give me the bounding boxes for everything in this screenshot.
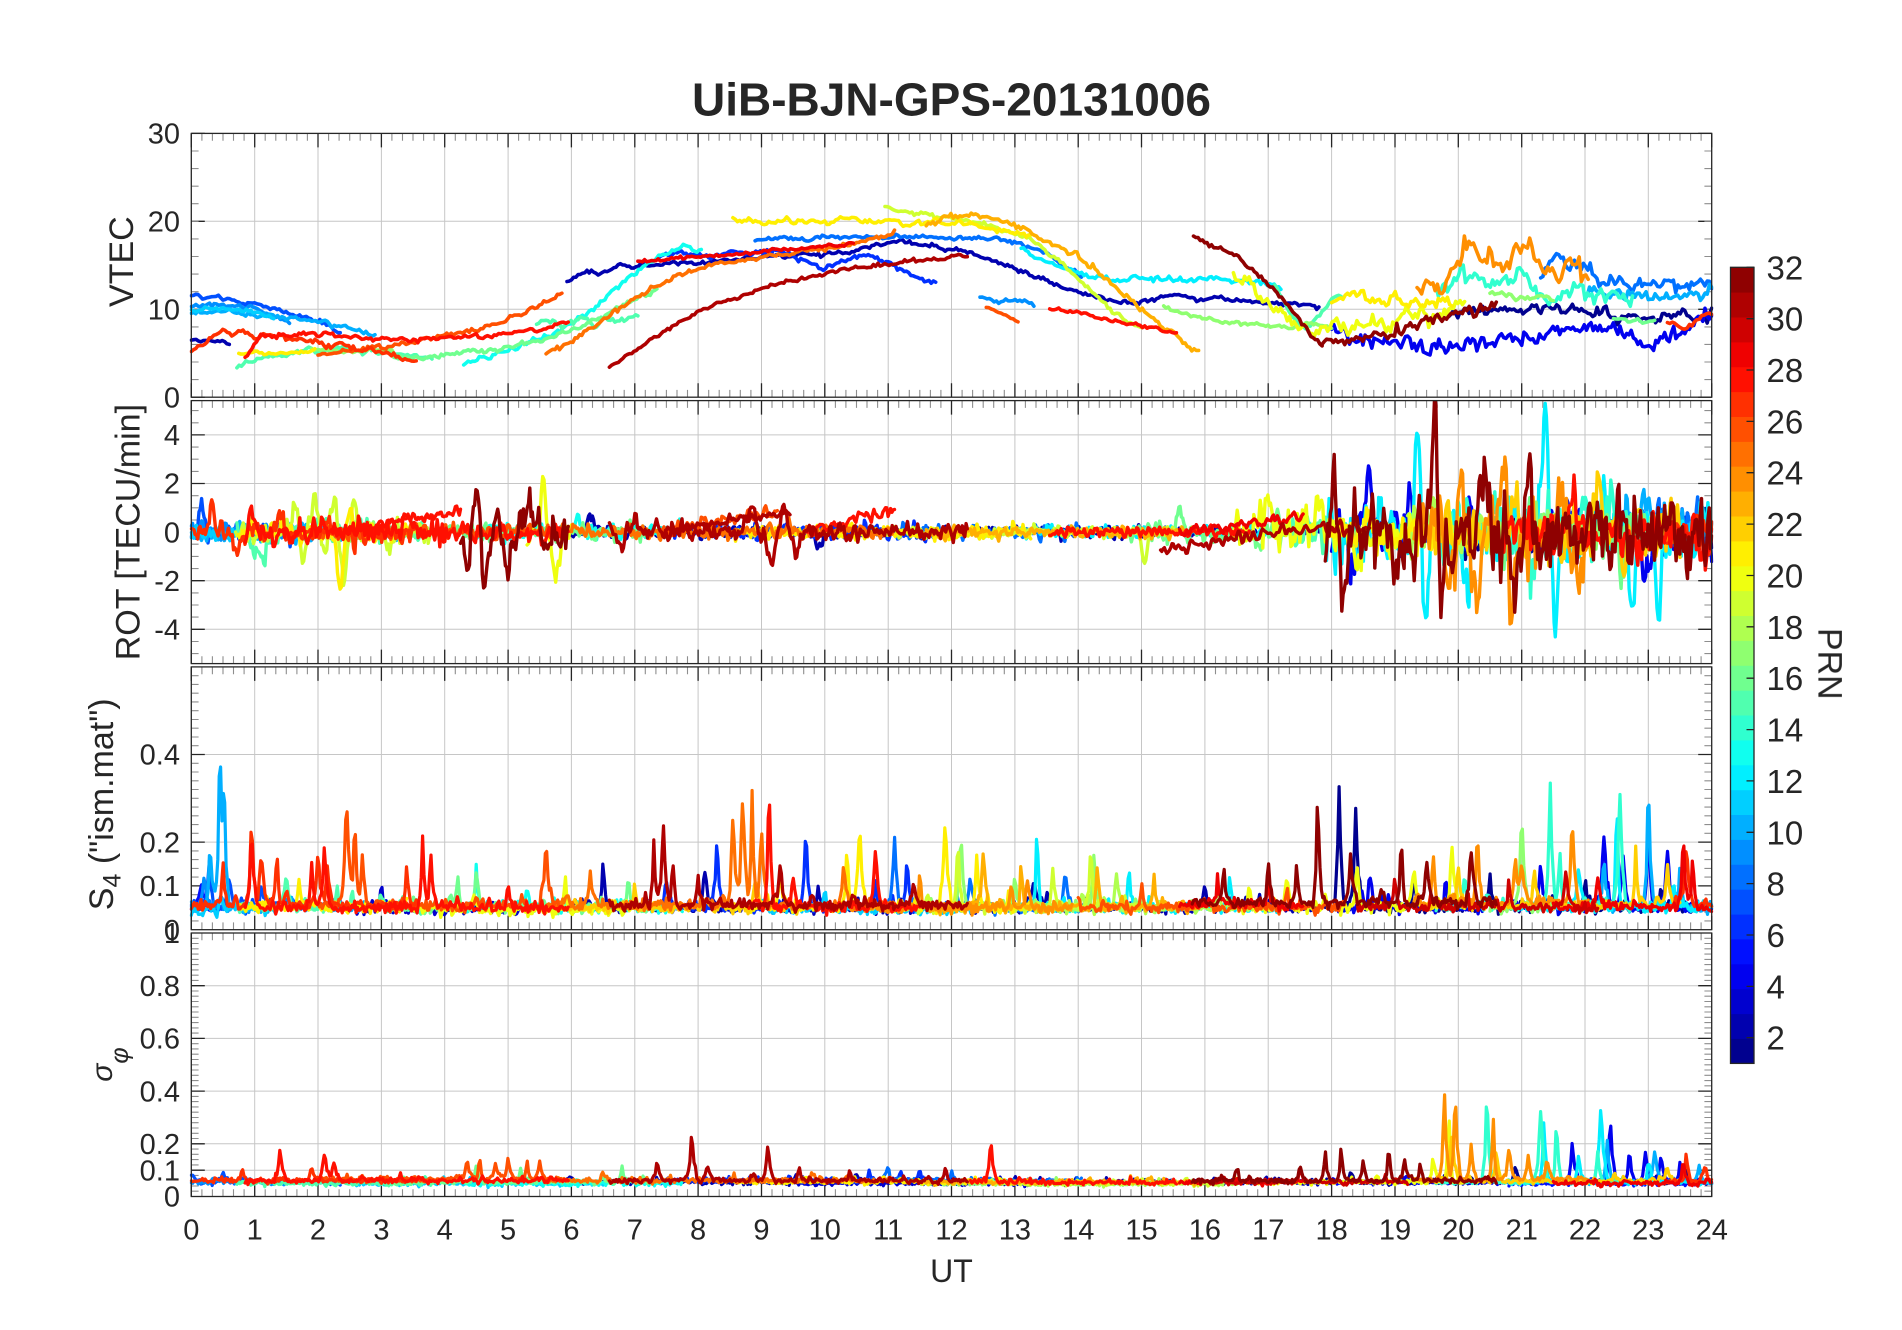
svg-text:4: 4: [437, 1215, 453, 1247]
svg-text:6: 6: [1767, 917, 1785, 954]
svg-text:13: 13: [999, 1215, 1031, 1247]
svg-text:UT: UT: [930, 1253, 973, 1289]
svg-text:0: 0: [164, 517, 180, 549]
svg-text:17: 17: [1252, 1215, 1284, 1247]
svg-text:0: 0: [183, 1215, 199, 1247]
svg-text:0: 0: [164, 382, 180, 414]
svg-text:14: 14: [1062, 1215, 1094, 1247]
svg-text:14: 14: [1767, 712, 1804, 749]
svg-text:22: 22: [1569, 1215, 1601, 1247]
svg-text:4: 4: [1767, 968, 1785, 1005]
svg-text:20: 20: [148, 207, 180, 239]
svg-text:22: 22: [1767, 506, 1804, 543]
svg-text:19: 19: [1379, 1215, 1411, 1247]
svg-text:20: 20: [1442, 1215, 1474, 1247]
svg-text:9: 9: [753, 1215, 769, 1247]
svg-text:-4: -4: [154, 615, 180, 647]
svg-text:σφ: σφ: [86, 1047, 134, 1081]
svg-text:32: 32: [1767, 249, 1804, 286]
svg-text:30: 30: [1767, 301, 1804, 338]
svg-text:8: 8: [1767, 866, 1785, 903]
svg-text:0.6: 0.6: [140, 1024, 180, 1056]
svg-text:0.4: 0.4: [140, 1076, 180, 1108]
svg-text:2: 2: [164, 469, 180, 501]
svg-text:24: 24: [1696, 1215, 1728, 1247]
svg-text:11: 11: [873, 1215, 903, 1247]
svg-text:23: 23: [1632, 1215, 1664, 1247]
svg-text:24: 24: [1767, 455, 1804, 492]
svg-text:21: 21: [1506, 1215, 1538, 1247]
svg-text:VTEC: VTEC: [103, 216, 141, 307]
svg-text:0.4: 0.4: [140, 740, 180, 772]
svg-text:18: 18: [1767, 609, 1804, 646]
svg-text:0.1: 0.1: [140, 1155, 180, 1187]
svg-text:6: 6: [563, 1215, 579, 1247]
svg-text:3: 3: [373, 1215, 389, 1247]
svg-text:0.2: 0.2: [140, 1129, 180, 1161]
svg-text:8: 8: [690, 1215, 706, 1247]
svg-text:0: 0: [164, 1182, 180, 1214]
svg-text:15: 15: [1125, 1215, 1157, 1247]
svg-text:5: 5: [500, 1215, 516, 1247]
svg-text:1: 1: [164, 918, 180, 950]
svg-text:7: 7: [627, 1215, 643, 1247]
svg-text:S4 ("ism.mat"): S4 ("ism.mat"): [83, 698, 127, 910]
svg-text:10: 10: [148, 295, 180, 327]
svg-text:12: 12: [1767, 763, 1804, 800]
svg-text:26: 26: [1767, 403, 1804, 440]
svg-text:16: 16: [1189, 1215, 1221, 1247]
svg-text:2: 2: [310, 1215, 326, 1247]
svg-text:ROT [TECU/min]: ROT [TECU/min]: [109, 404, 147, 660]
svg-text:0: 0: [164, 915, 180, 947]
svg-text:PRN: PRN: [1811, 628, 1849, 700]
svg-text:2: 2: [1767, 1020, 1785, 1057]
svg-text:1: 1: [247, 1215, 263, 1247]
svg-text:30: 30: [148, 119, 180, 151]
svg-text:10: 10: [1767, 814, 1804, 851]
svg-text:28: 28: [1767, 352, 1804, 389]
svg-text:10: 10: [809, 1215, 841, 1247]
svg-text:20: 20: [1767, 558, 1804, 595]
svg-text:0.2: 0.2: [140, 827, 180, 859]
svg-text:0.8: 0.8: [140, 971, 180, 1003]
svg-text:16: 16: [1767, 660, 1804, 697]
svg-text:UiB-BJN-GPS-20131006: UiB-BJN-GPS-20131006: [692, 74, 1211, 126]
svg-text:12: 12: [935, 1215, 967, 1247]
svg-text:0.1: 0.1: [140, 871, 180, 903]
svg-text:4: 4: [164, 420, 180, 452]
svg-text:18: 18: [1315, 1215, 1347, 1247]
svg-text:-2: -2: [154, 566, 180, 598]
